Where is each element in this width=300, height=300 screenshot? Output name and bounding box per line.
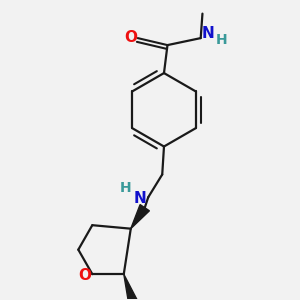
Polygon shape [124, 274, 139, 300]
Text: N: N [133, 191, 146, 206]
Text: H: H [120, 182, 131, 196]
Text: O: O [78, 268, 91, 284]
Text: O: O [124, 30, 137, 45]
Text: H: H [216, 33, 227, 47]
Text: N: N [201, 26, 214, 41]
Polygon shape [131, 205, 149, 229]
